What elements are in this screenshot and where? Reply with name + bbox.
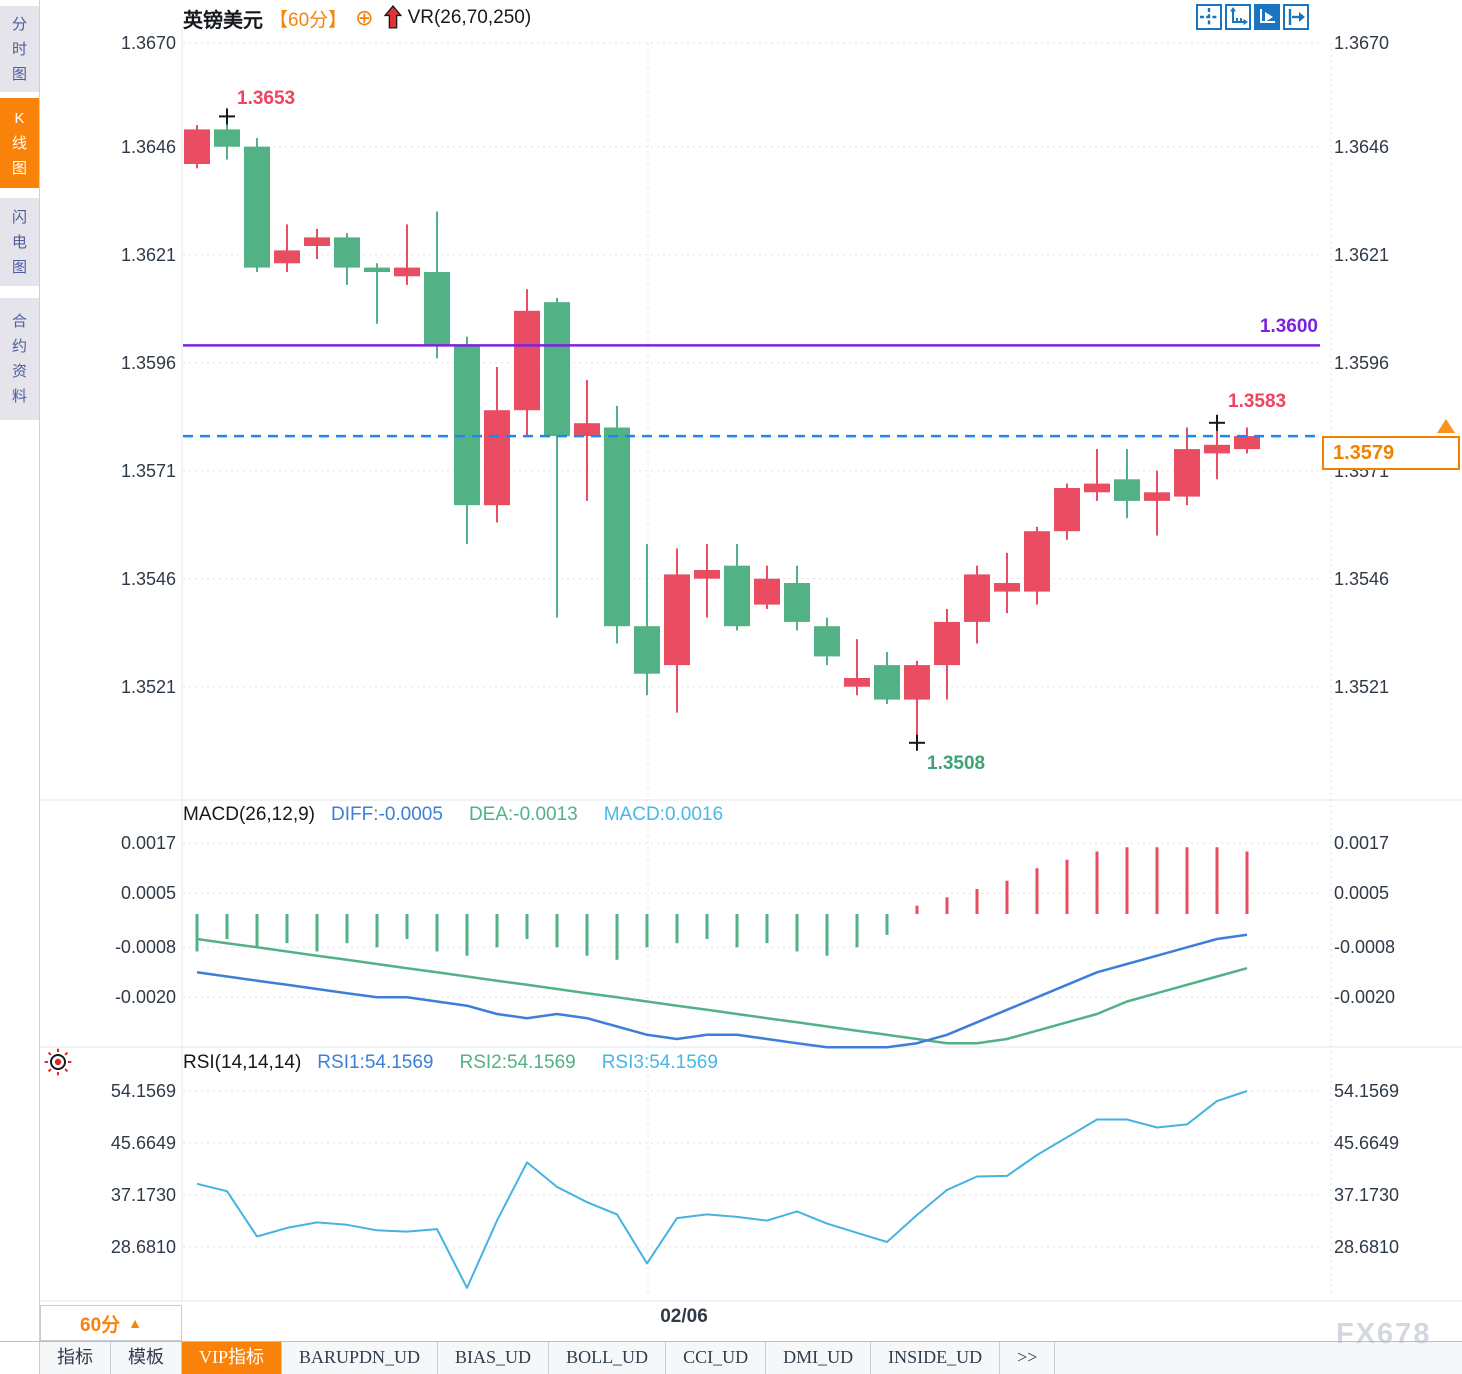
- rsi1-value: RSI1:54.1569: [317, 1052, 434, 1073]
- sidebar-tab-char: 资: [11, 363, 27, 380]
- bottom-tab-bar: 指标 模板 VIP指标 BARUPDN_UD BIAS_UD BOLL_UD CCI_UD D…: [0, 1341, 1462, 1374]
- sidebar-tab-char: K: [14, 109, 25, 127]
- rsi-header: RSI(14,14,14) RSI1:54.1569 RSI2:54.1569 RSI…: [183, 1052, 718, 1074]
- caret-up-icon: ▲: [128, 1315, 142, 1331]
- up-arrow-icon: [383, 5, 402, 29]
- current-price-value: 1.3579: [1333, 441, 1395, 464]
- jump-to-latest-icon[interactable]: [1283, 4, 1309, 30]
- sidebar-tab-3[interactable]: 闪电图: [0, 198, 39, 286]
- auto-play-icon[interactable]: [1254, 4, 1280, 30]
- sidebar-tab-char: 图: [11, 65, 27, 83]
- crosshair-icon[interactable]: [1196, 4, 1222, 30]
- macd-value: MACD:0.0016: [603, 804, 724, 825]
- overlay-indicator-label[interactable]: VR(26,70,250): [407, 7, 532, 28]
- period-tag[interactable]: 【60分】: [269, 9, 348, 31]
- bottom-tab-3[interactable]: VIP指标: [182, 1342, 283, 1374]
- indicator-settings-icon[interactable]: [44, 1048, 72, 1081]
- high-price-annotation: 1.3653: [237, 88, 296, 109]
- macd-dea-value: DEA:-0.0013: [468, 804, 578, 825]
- macd-title[interactable]: MACD(26,12,9): [183, 804, 315, 825]
- rsi2-value: RSI2:54.1569: [459, 1052, 576, 1073]
- sidebar-tab-char: 约: [11, 338, 27, 355]
- bottom-tab-6[interactable]: BOLL_UD: [549, 1342, 667, 1374]
- price-up-arrow-icon: [1437, 419, 1455, 433]
- sidebar-tab-char: 图: [11, 258, 27, 276]
- sidebar-tab-char: 电: [11, 233, 27, 251]
- sidebar-tab-char: 时: [11, 40, 27, 58]
- rsi-title[interactable]: RSI(14,14,14): [183, 1052, 302, 1073]
- bottom-tab-8[interactable]: DMI_UD: [766, 1342, 872, 1374]
- low-price-annotation: 1.3508: [927, 753, 986, 774]
- sidebar-tab-4[interactable]: 合约资料: [0, 298, 39, 420]
- symbol-title: 英镑美元: [183, 9, 263, 32]
- period-button[interactable]: 60分 ▲: [40, 1305, 182, 1341]
- sidebar-tab-1[interactable]: 分时图: [0, 6, 39, 92]
- bottom-tab-2[interactable]: 模板: [111, 1342, 182, 1374]
- sidebar-tab-char: 分: [11, 15, 27, 33]
- swing-high-annotation: 1.3583: [1228, 391, 1287, 412]
- horizontal-line-label: 1.3600: [1259, 316, 1318, 337]
- x-axis-date-label: 02/06: [660, 1306, 708, 1327]
- bottom-tab-10[interactable]: >>: [1000, 1342, 1056, 1374]
- rsi3-value: RSI3:54.1569: [601, 1052, 718, 1073]
- chart-header: 英镑美元 【60分】 ⊕ VR(26,70,250): [183, 3, 531, 33]
- bottom-tab-9[interactable]: INSIDE_UD: [871, 1342, 1001, 1374]
- current-price-label: 1.3579: [1322, 436, 1460, 470]
- axis-zoom-icon[interactable]: [1225, 4, 1251, 30]
- tabbar-corner: [0, 1342, 40, 1374]
- link-icon[interactable]: ⊕: [355, 5, 374, 30]
- sidebar-tab-char: 图: [11, 159, 27, 177]
- bottom-tab-5[interactable]: BIAS_UD: [438, 1342, 550, 1374]
- bottom-tab-7[interactable]: CCI_UD: [666, 1342, 767, 1374]
- bottom-tab-4[interactable]: BARUPDN_UD: [282, 1342, 439, 1374]
- sidebar-tab-char: 合: [11, 313, 27, 330]
- sidebar-tab-char: 线: [11, 134, 27, 152]
- bottom-tab-1[interactable]: 指标: [40, 1342, 111, 1374]
- period-button-label: 60分: [80, 1314, 121, 1336]
- sidebar-tab-char: 料: [11, 388, 27, 405]
- macd-diff-value: DIFF:-0.0005: [331, 804, 443, 825]
- chart-toolbar: [1196, 4, 1309, 30]
- sidebar-tab-char: 闪: [11, 208, 27, 226]
- macd-header: MACD(26,12,9) DIFF:-0.0005 DEA:-0.0013 MACD…: [183, 804, 723, 826]
